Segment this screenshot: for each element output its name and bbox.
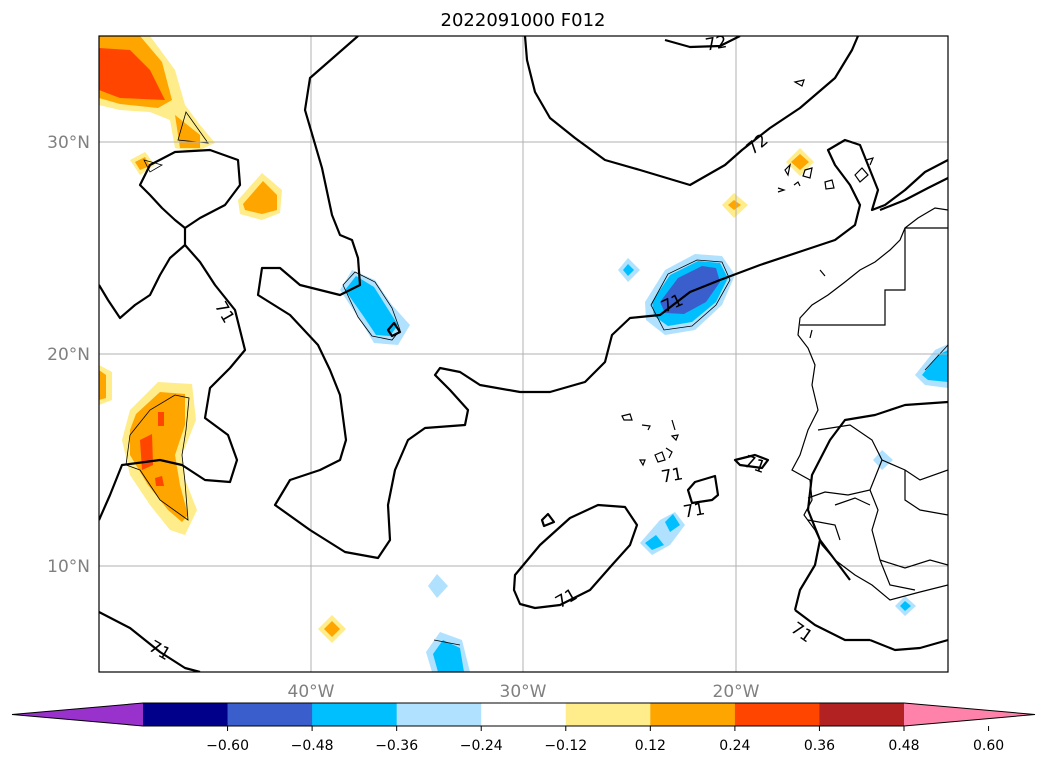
colorbar-segment bbox=[481, 703, 567, 726]
colorbar: −0.60 −0.48 −0.36 −0.24 −0.12 0.12 0.24 0.36 0.4… bbox=[11, 702, 1036, 754]
lat-label-30n: 30°N bbox=[47, 133, 90, 153]
colorbar-tick-label: 0.12 bbox=[635, 738, 666, 754]
colorbar-extend-high bbox=[904, 703, 1035, 726]
contour-label-71: 71 bbox=[682, 499, 707, 522]
thin-contours bbox=[125, 111, 948, 646]
colorbar-tick-label: −0.48 bbox=[291, 738, 334, 754]
colorbar-tick-label: −0.12 bbox=[544, 738, 587, 754]
map-content: 71 71 71 71 71 71 71 71 72 72 bbox=[99, 32, 948, 672]
lon-label-40w: 40°W bbox=[288, 682, 335, 702]
contour-label-71: 71 bbox=[660, 464, 685, 487]
lon-label-20w: 20°W bbox=[713, 682, 760, 702]
colorbar-extend-low bbox=[12, 703, 143, 726]
contour-label-72: 72 bbox=[704, 32, 729, 55]
contour-lines bbox=[99, 36, 948, 672]
map-frame bbox=[98, 35, 949, 673]
colorbar-segment bbox=[650, 703, 736, 726]
colorbar-tick-label: 0.60 bbox=[973, 738, 1004, 754]
colorbar-segment bbox=[227, 703, 313, 726]
colorbar-segment bbox=[312, 703, 398, 726]
colorbar-segment bbox=[143, 703, 229, 726]
lat-label-10n: 10°N bbox=[47, 557, 90, 577]
colorbar-segment bbox=[396, 703, 482, 726]
colorbar-outline bbox=[11, 702, 1036, 727]
colorbar-tick-label: 0.48 bbox=[888, 738, 919, 754]
plot-title: 2022091000 F012 bbox=[441, 10, 606, 31]
colorbar-segment bbox=[565, 703, 651, 726]
colorbar-tick-label: −0.60 bbox=[206, 738, 249, 754]
colorbar-tick-label: 0.24 bbox=[719, 738, 750, 754]
colorbar-tick-label: 0.36 bbox=[804, 738, 835, 754]
cold-anomaly-east bbox=[618, 254, 735, 335]
colorbar-segment bbox=[734, 703, 820, 726]
coastlines bbox=[621, 79, 948, 601]
lon-label-30w: 30°W bbox=[500, 682, 547, 702]
lat-label-20n: 20°N bbox=[47, 345, 90, 365]
warm-anomaly-northwest bbox=[99, 36, 282, 220]
colorbar-tick-label: −0.36 bbox=[375, 738, 418, 754]
colorbar-tick-label: −0.24 bbox=[460, 738, 503, 754]
colorbar-segment bbox=[819, 703, 905, 726]
warm-anomaly-west bbox=[99, 365, 197, 535]
